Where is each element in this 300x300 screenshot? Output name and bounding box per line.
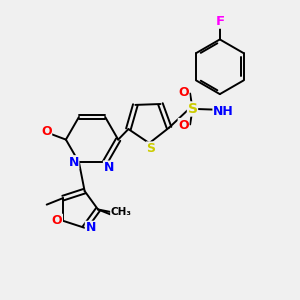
Text: N: N [103, 161, 114, 174]
Text: O: O [178, 118, 189, 131]
Text: O: O [52, 214, 62, 227]
Text: S: S [188, 102, 197, 116]
Text: S: S [146, 142, 155, 155]
Text: F: F [215, 15, 224, 28]
Text: N: N [85, 221, 96, 234]
Text: O: O [178, 86, 189, 99]
Text: O: O [41, 125, 52, 138]
Text: CH₃: CH₃ [111, 207, 132, 218]
Text: NH: NH [213, 105, 234, 118]
Text: N: N [68, 156, 79, 169]
